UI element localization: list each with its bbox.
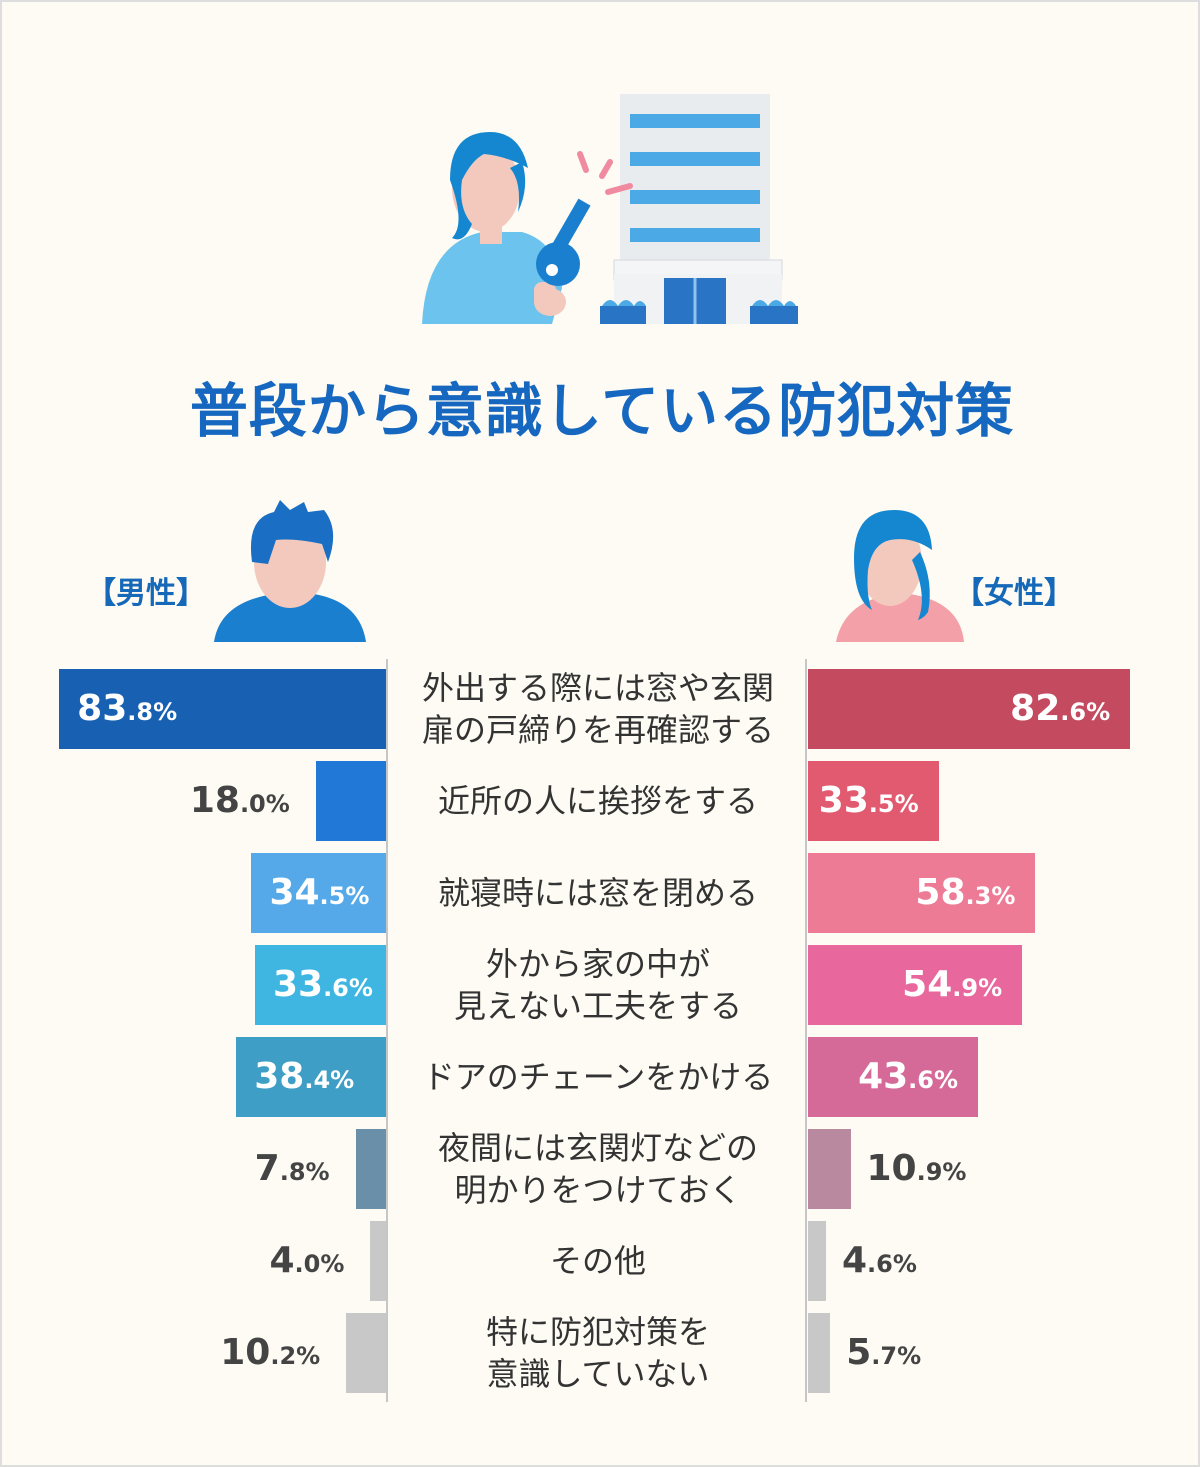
chart-title: 普段から意識している防犯対策 xyxy=(189,377,1015,445)
category-label-line: 外出する際には窓や玄関 xyxy=(421,669,774,707)
female-value-label-integer: 4 xyxy=(841,1240,867,1281)
female-bar xyxy=(808,853,1036,933)
male-value-label: 33.6% xyxy=(273,945,373,1031)
male-value-label-integer: 83 xyxy=(77,688,128,729)
male-value-label: 4.0% xyxy=(269,1221,344,1307)
male-axis-line xyxy=(386,659,388,1402)
female-bar xyxy=(808,1037,979,1117)
category-label-line: 明かりをつけておく xyxy=(454,1171,742,1209)
female-value-label: 82.6% xyxy=(1010,669,1110,755)
category-label-line: 意識していない xyxy=(486,1355,710,1393)
female-bar xyxy=(808,1221,826,1301)
category-label-line: 外から家の中が xyxy=(485,945,710,983)
female-value-label-integer: 10 xyxy=(866,1148,917,1189)
male-value-label-decimal: .2% xyxy=(270,1342,321,1370)
female-axis-line xyxy=(805,659,807,1402)
male-bar xyxy=(346,1313,386,1393)
female-value-label: 10.9% xyxy=(867,1129,967,1215)
female-value-label: 58.3% xyxy=(915,853,1015,939)
female-bar xyxy=(808,761,939,841)
male-value-label-integer: 10 xyxy=(220,1332,271,1373)
category-label-line: その他 xyxy=(549,1242,646,1280)
male-value-label-integer: 38 xyxy=(254,1056,305,1097)
male-bar xyxy=(236,1037,386,1117)
female-value-label-decimal: .6% xyxy=(867,1250,917,1278)
male-value-label: 34.5% xyxy=(269,853,369,939)
female-avatar-icon xyxy=(836,510,964,642)
male-value-label: 38.4% xyxy=(254,1037,354,1123)
female-value-label-integer: 33 xyxy=(818,780,869,821)
female-value-label-decimal: .6% xyxy=(1060,698,1111,726)
male-value-label-decimal: .8% xyxy=(279,1158,330,1186)
male-value-label-decimal: .6% xyxy=(323,974,373,1002)
category-label: その他 xyxy=(392,1240,804,1282)
category-label: 夜間には玄関灯などの 明かりをつけておく xyxy=(392,1127,804,1211)
category-label: 外から家の中が 見えない工夫をする xyxy=(392,943,804,1027)
category-label: 特に防犯対策を 意識していない xyxy=(392,1311,804,1395)
male-value-label-decimal: .8% xyxy=(127,698,178,726)
female-value-label-decimal: .5% xyxy=(868,790,919,818)
category-label-line: ドアのチェーンをかける xyxy=(422,1058,774,1096)
male-value-label-integer: 7 xyxy=(254,1148,280,1189)
male-value-label: 18.0% xyxy=(190,761,290,847)
male-avatar-icon xyxy=(214,500,366,642)
male-value-label-integer: 34 xyxy=(269,872,320,913)
key-icon xyxy=(536,151,633,286)
male-value-label-integer: 18 xyxy=(189,780,240,821)
category-label-line: 夜間には玄関灯などの xyxy=(437,1129,758,1167)
male-bar xyxy=(315,761,386,841)
female-value-label-integer: 82 xyxy=(1010,688,1061,729)
female-value-label-integer: 43 xyxy=(858,1056,909,1097)
male-value-label-decimal: .5% xyxy=(319,882,370,910)
woman-with-key-icon xyxy=(422,132,566,324)
female-value-label-integer: 54 xyxy=(902,964,953,1005)
female-value-label-integer: 5 xyxy=(846,1332,872,1373)
avatars xyxy=(214,500,964,642)
category-label: ドアのチェーンをかける xyxy=(392,1056,804,1098)
female-value-label: 5.7% xyxy=(846,1313,921,1399)
female-bar xyxy=(808,669,1131,749)
female-value-label: 33.5% xyxy=(819,761,919,847)
male-bar xyxy=(254,945,386,1025)
female-value-label: 43.6% xyxy=(858,1037,958,1123)
male-bar xyxy=(355,1129,386,1209)
male-value-label: 7.8% xyxy=(255,1129,330,1215)
male-bar xyxy=(251,853,386,933)
female-bar xyxy=(808,1129,851,1209)
legend-female: 【女性】 xyxy=(954,576,1074,611)
female-bar xyxy=(808,1313,831,1393)
category-label-line: 扉の戸締りを再確認する xyxy=(421,711,774,749)
category-label-line: 近所の人に挨拶をする xyxy=(437,782,758,820)
female-bar xyxy=(808,945,1023,1025)
female-value-label-decimal: .6% xyxy=(908,1066,959,1094)
category-label: 近所の人に挨拶をする xyxy=(392,780,804,822)
female-value-label-integer: 58 xyxy=(915,872,966,913)
female-value-label-decimal: .7% xyxy=(871,1342,922,1370)
male-value-label-decimal: .0% xyxy=(239,790,290,818)
female-value-label-decimal: .3% xyxy=(965,882,1016,910)
male-value-label-decimal: .4% xyxy=(304,1066,355,1094)
male-bar xyxy=(370,1221,386,1301)
female-value-label: 4.6% xyxy=(842,1221,917,1307)
male-value-label: 83.8% xyxy=(77,669,177,755)
category-label: 就寝時には窓を閉める xyxy=(392,872,804,914)
female-value-label: 54.9% xyxy=(902,945,1002,1031)
male-value-label-integer: 4 xyxy=(269,1240,295,1281)
header-illustration xyxy=(422,94,798,324)
male-value-label-decimal: .0% xyxy=(294,1250,345,1278)
male-bar xyxy=(59,669,386,749)
building-icon xyxy=(600,94,798,324)
female-value-label-decimal: .9% xyxy=(916,1158,967,1186)
category-label-line: 見えない工夫をする xyxy=(453,987,742,1025)
category-label-line: 就寝時には窓を閉める xyxy=(437,874,758,912)
female-value-label-decimal: .9% xyxy=(952,974,1003,1002)
male-value-label-integer: 33 xyxy=(272,964,324,1005)
male-value-label: 10.2% xyxy=(220,1313,320,1399)
legend-male: 【男性】 xyxy=(86,576,206,611)
category-label-line: 特に防犯対策を xyxy=(485,1313,710,1351)
category-label: 外出する際には窓や玄関 扉の戸締りを再確認する xyxy=(392,667,804,751)
